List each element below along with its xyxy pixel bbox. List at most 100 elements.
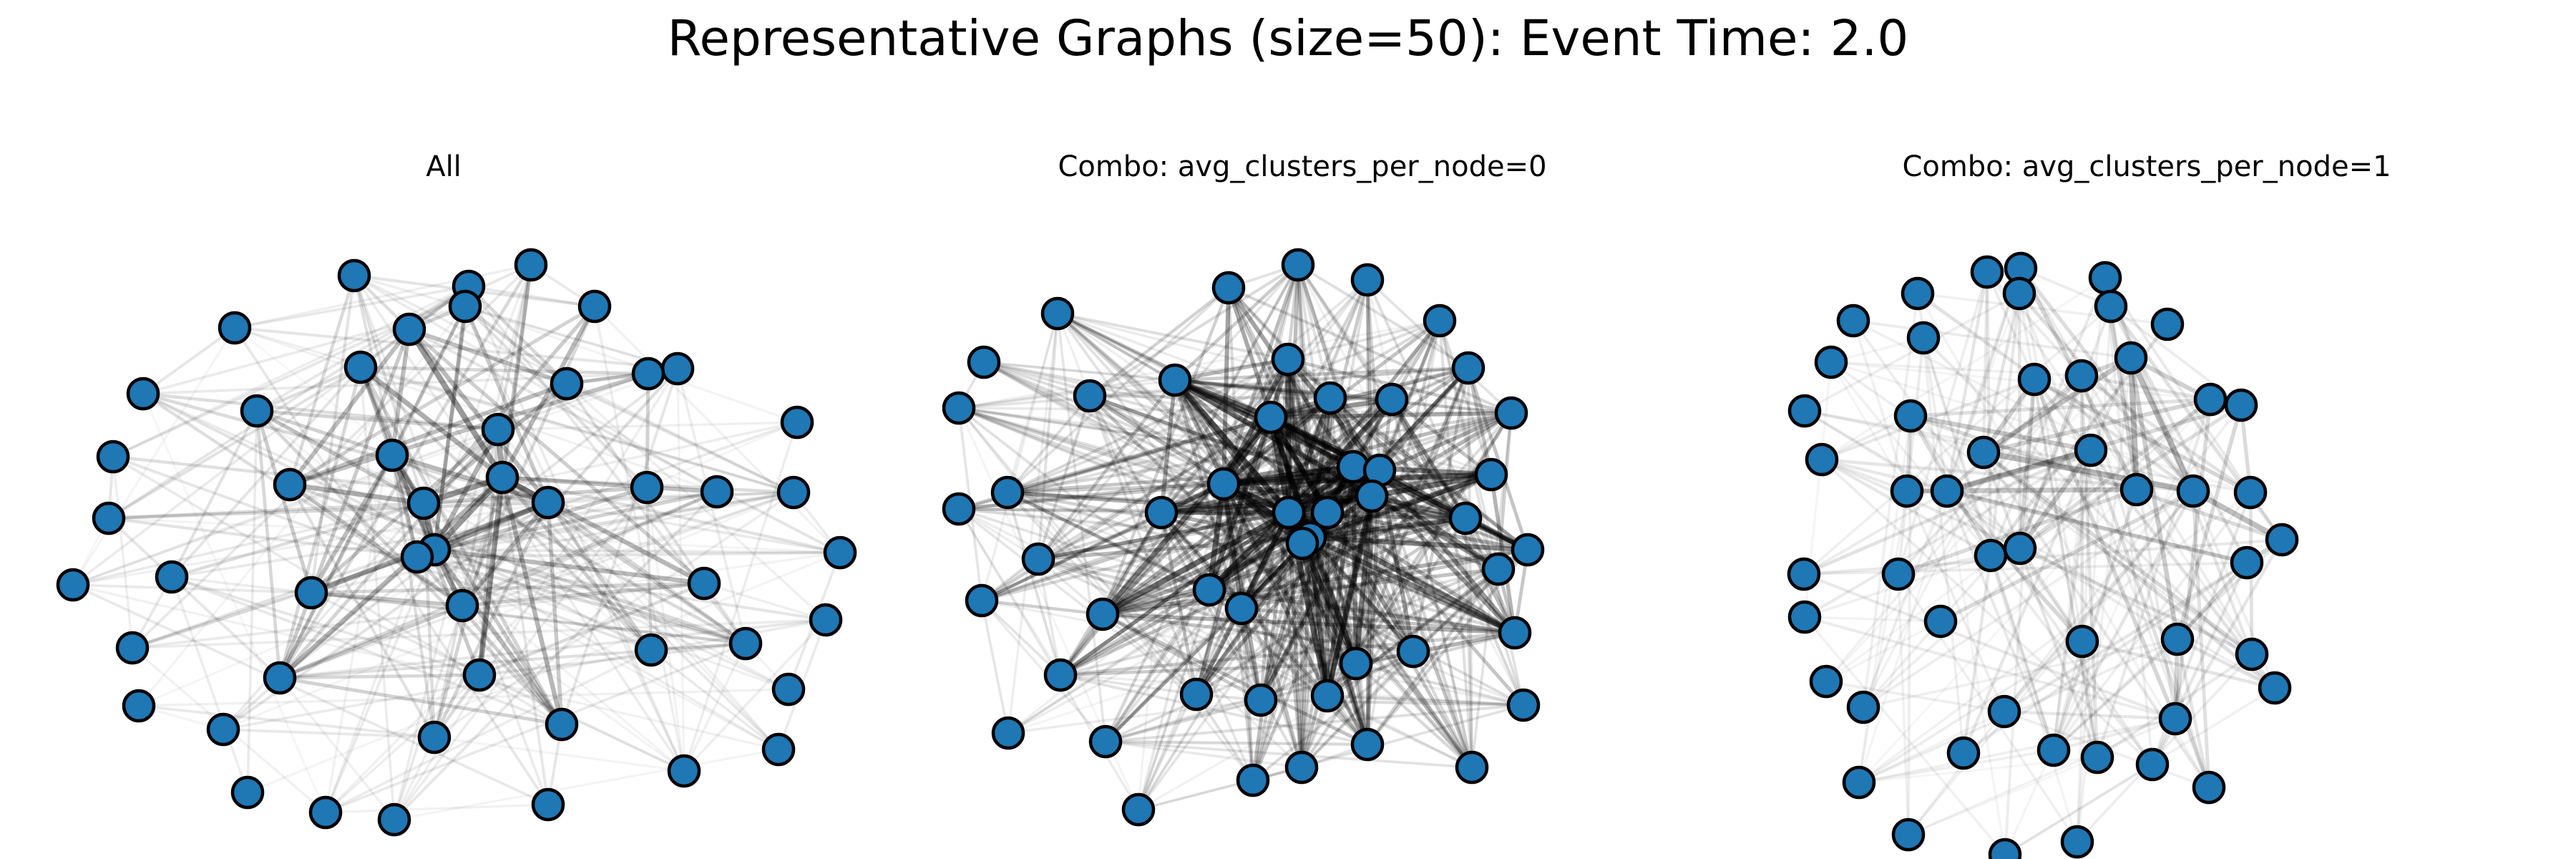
graph-edge	[1411, 366, 1470, 654]
graph-edge	[1088, 394, 1263, 702]
graph-edge	[107, 516, 419, 559]
graph-edge	[1802, 448, 2093, 576]
graph-edge	[1104, 548, 1529, 743]
graph-edge	[1365, 494, 1374, 747]
graph-edge	[393, 490, 718, 821]
graph-edge	[2089, 448, 2211, 790]
graph-node	[1988, 838, 2022, 859]
graph-edge	[352, 273, 419, 559]
graph-edge	[980, 411, 1513, 603]
graph-edge	[1438, 319, 1500, 571]
graph-edge	[2018, 546, 2254, 656]
graph-edge	[1986, 271, 2253, 656]
graph-edge	[1324, 493, 1375, 699]
graph-edge	[957, 407, 1312, 539]
graph-edge	[2128, 355, 2180, 642]
graph-edge	[393, 748, 780, 821]
graph-edge	[432, 263, 533, 739]
graph-edge	[432, 490, 796, 552]
graph-edge	[278, 427, 500, 680]
graph-edge	[1464, 517, 1473, 769]
graph-edge	[1377, 467, 1518, 636]
graph-edge	[1858, 717, 2177, 784]
graph-node	[294, 576, 328, 610]
graph-edge	[1328, 396, 1468, 520]
graph-edge	[980, 599, 1525, 707]
graph-edge	[255, 409, 282, 680]
graph-edge	[1058, 631, 1517, 677]
graph-edge	[980, 510, 1330, 603]
graph-edge	[1830, 361, 1908, 492]
graph-edge	[1137, 511, 1329, 811]
graph-node	[1021, 542, 1055, 576]
graph-node	[1272, 495, 1306, 530]
graph-edge	[1820, 377, 2036, 462]
graph-node	[2176, 474, 2210, 508]
graph-edge	[1802, 561, 2248, 576]
graph-edge	[501, 476, 550, 806]
graph-node	[1192, 573, 1226, 607]
graph-edge	[1287, 319, 1441, 361]
graph-edge	[309, 273, 356, 595]
graph-edge	[683, 642, 747, 772]
graph-edge	[1173, 378, 1332, 400]
graph-node	[1281, 248, 1315, 282]
graph-edge	[1159, 378, 1177, 515]
graph-node	[1987, 694, 2021, 729]
graph-edge	[141, 392, 550, 505]
graph-edge	[1173, 378, 1358, 666]
graph-edge	[1922, 336, 1965, 754]
graph-node	[206, 712, 240, 747]
graph-edge	[393, 476, 504, 821]
graph-edge	[460, 490, 719, 608]
graph-edge	[72, 583, 313, 594]
graph-node	[1901, 276, 1935, 311]
graph-edge	[2018, 546, 2084, 644]
graph-edge	[1858, 491, 2252, 784]
graph-edge	[645, 486, 686, 772]
graph-node	[1396, 634, 1430, 669]
graph-edge	[358, 365, 482, 677]
graph-edge	[1377, 468, 1474, 770]
graph-edge	[432, 548, 748, 646]
graph-edge	[593, 305, 686, 772]
graph-node	[2265, 523, 2299, 557]
graph-node	[2094, 289, 2128, 324]
graph-edge	[1037, 558, 1473, 769]
graph-edge	[2019, 266, 2195, 493]
graph-edge	[1100, 510, 1292, 617]
graph-edge	[233, 263, 532, 329]
graph-edge	[1307, 535, 1359, 666]
graph-edge	[1390, 397, 1493, 477]
graph-edge	[1058, 415, 1273, 677]
graph-edge	[246, 409, 258, 794]
graph-edge	[1056, 312, 1473, 769]
graph-edge	[1056, 312, 1272, 419]
graph-edge	[288, 482, 464, 608]
graph-edge	[2175, 637, 2277, 690]
graph-node	[1310, 495, 1345, 530]
graph-edge	[1896, 374, 2084, 576]
graph-edge	[1325, 510, 1530, 552]
graph-edge	[1037, 558, 1062, 676]
graph-edge	[421, 304, 597, 505]
graph-edge	[1221, 286, 1231, 486]
graph-edge	[1802, 572, 2177, 721]
graph-edge	[1365, 278, 1382, 472]
graph-edge	[1194, 415, 1273, 697]
graph-edge	[1945, 489, 2249, 565]
graph-edge	[1464, 517, 1525, 707]
graph-node	[1121, 792, 1156, 827]
graph-node	[377, 802, 411, 837]
graph-edge	[1908, 414, 2284, 542]
graph-edge	[1862, 449, 2092, 709]
network-graph	[56, 248, 857, 837]
graph-node	[2064, 359, 2099, 393]
graph-edge	[255, 409, 426, 505]
graph-node	[96, 440, 130, 474]
graph-edge	[255, 409, 313, 595]
graph-edge	[1961, 356, 2133, 755]
graph-edge	[1328, 396, 1415, 654]
graph-edge	[222, 502, 425, 731]
graph-edge	[1825, 680, 2006, 713]
